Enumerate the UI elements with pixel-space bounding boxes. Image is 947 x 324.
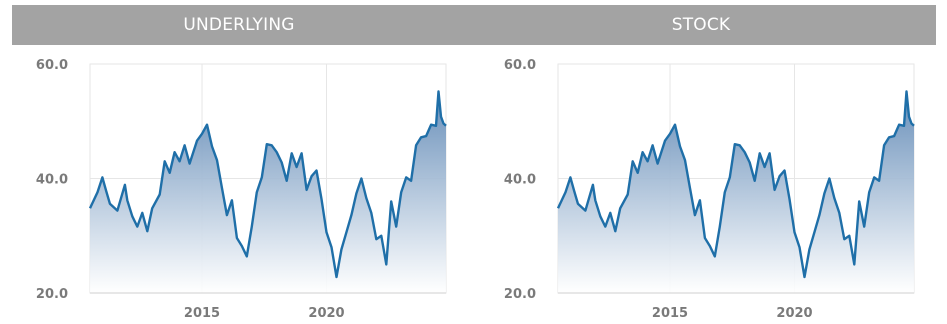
y-tick-label: 20.0 [504, 287, 536, 302]
x-tick-label: 2015 [652, 306, 688, 321]
panel-title-stock: STOCK [466, 5, 936, 45]
y-tick-label: 40.0 [36, 173, 68, 188]
x-tick-label: 2020 [308, 306, 344, 321]
y-tick-label: 40.0 [504, 173, 536, 188]
chart-stock: 20.0 40.0 60.0 2015 2020 [504, 58, 915, 321]
y-tick-label: 60.0 [36, 58, 68, 73]
series-area-stock [558, 91, 914, 293]
series-line-underlying [88, 90, 447, 279]
panel-title-underlying: UNDERLYING [12, 5, 466, 45]
y-tick-label: 60.0 [504, 58, 536, 73]
series-area-underlying [90, 91, 446, 293]
x-tick-label: 2015 [184, 306, 220, 321]
chart-panel-underlying: UNDERLYING 20.0 40.0 60.0 2015 2020 [12, 5, 466, 324]
x-tick-label: 2020 [776, 306, 812, 321]
y-tick-label: 20.0 [36, 287, 68, 302]
chart-underlying: 20.0 40.0 60.0 2015 2020 [36, 58, 447, 321]
series-line-stock [556, 90, 915, 279]
chart-panel-stock: STOCK 20.0 40.0 60.0 2015 2020 [466, 5, 936, 324]
